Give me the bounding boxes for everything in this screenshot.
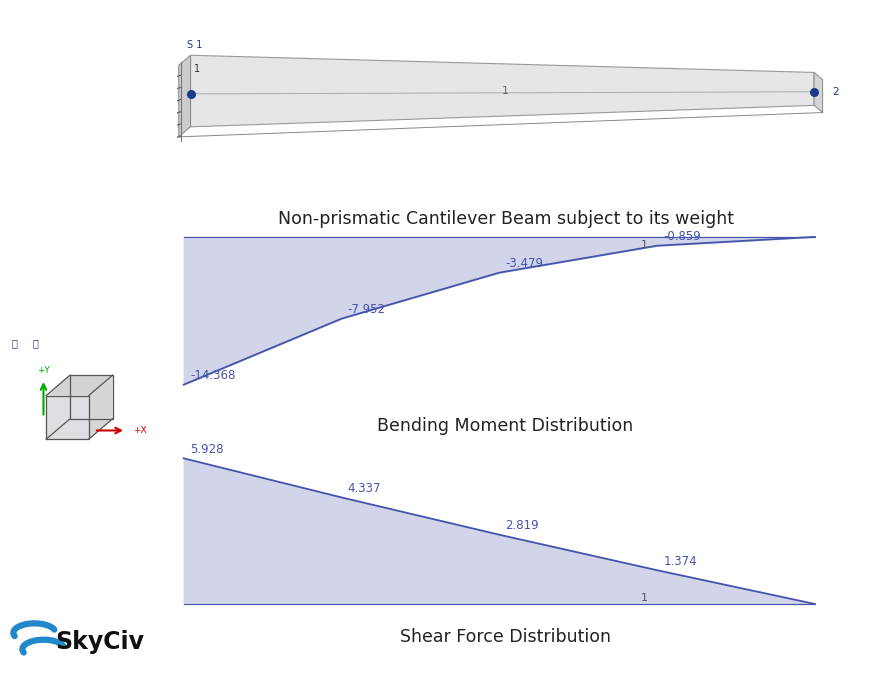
- Text: 🎥: 🎥: [33, 338, 39, 349]
- Text: -7.952: -7.952: [347, 303, 385, 316]
- Text: 1: 1: [641, 593, 647, 603]
- Text: 2.819: 2.819: [505, 519, 539, 532]
- Polygon shape: [178, 55, 190, 137]
- Text: SkyCiv: SkyCiv: [55, 630, 144, 655]
- Text: -14.368: -14.368: [190, 368, 235, 381]
- Polygon shape: [46, 396, 89, 439]
- Text: 1: 1: [501, 87, 509, 96]
- Text: S 1: S 1: [187, 40, 202, 50]
- Text: 4.337: 4.337: [347, 482, 381, 495]
- Text: -3.479: -3.479: [505, 256, 543, 269]
- Text: -0.859: -0.859: [663, 230, 700, 243]
- Polygon shape: [190, 55, 813, 127]
- Polygon shape: [813, 72, 821, 113]
- Text: 1: 1: [641, 240, 647, 250]
- Text: 🔒: 🔒: [12, 338, 18, 349]
- Text: Shear Force Distribution: Shear Force Distribution: [400, 628, 610, 646]
- Text: 1.374: 1.374: [663, 554, 696, 567]
- Text: +Y: +Y: [37, 366, 50, 375]
- Text: Non-prismatic Cantilever Beam subject to its weight: Non-prismatic Cantilever Beam subject to…: [277, 210, 733, 228]
- Text: Bending Moment Distribution: Bending Moment Distribution: [377, 417, 633, 434]
- Polygon shape: [46, 375, 113, 396]
- Text: 1: 1: [194, 64, 199, 74]
- Text: 2: 2: [832, 87, 838, 97]
- Polygon shape: [89, 375, 113, 439]
- Text: 5.928: 5.928: [190, 443, 223, 456]
- Text: +X: +X: [133, 426, 146, 435]
